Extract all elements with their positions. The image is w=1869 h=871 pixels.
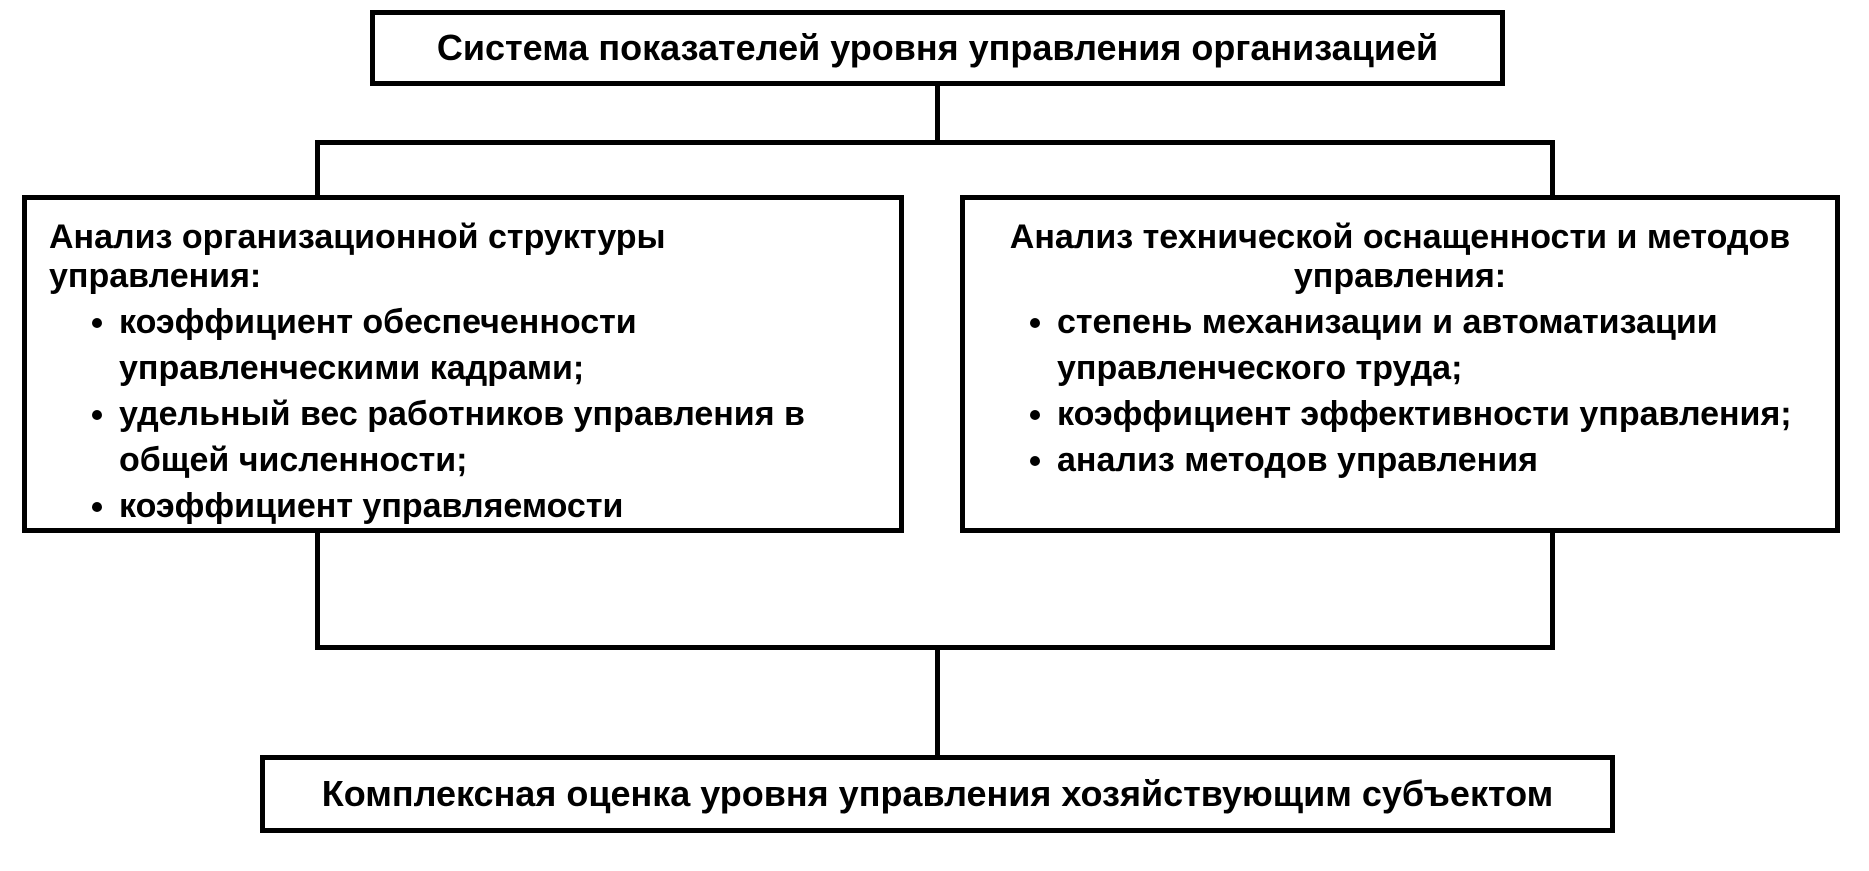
- left-bullet-0: коэффициент обеспеченности управленчески…: [119, 300, 877, 392]
- right-bullet-2: анализ методов управления: [1057, 438, 1813, 484]
- right-bullet-0: степень механизации и автоматизации упра…: [1057, 300, 1813, 392]
- bottom-box-title: Комплексная оценка уровня управления хоз…: [265, 773, 1610, 815]
- connector-top-v-l: [315, 140, 320, 195]
- left-box-heading: Анализ организационной структуры управле…: [49, 218, 877, 296]
- connector-bot-v-l: [315, 533, 320, 645]
- top-box: Система показателей уровня управления ор…: [370, 10, 1505, 86]
- left-bullet-1: удельный вес работников управления в общ…: [119, 392, 877, 484]
- left-bullet-2: коэффициент управляемости: [119, 484, 877, 530]
- left-box-bullets: коэффициент обеспеченности управленчески…: [49, 300, 877, 529]
- right-box: Анализ технической оснащенности и методо…: [960, 195, 1840, 533]
- connector-bot-v: [935, 645, 940, 755]
- top-box-title: Система показателей уровня управления ор…: [375, 27, 1500, 69]
- right-box-heading: Анализ технической оснащенности и методо…: [987, 218, 1813, 296]
- right-box-bullets: степень механизации и автоматизации упра…: [987, 300, 1813, 484]
- right-bullet-1: коэффициент эффективности управления;: [1057, 392, 1813, 438]
- connector-top-v-r: [1550, 140, 1555, 195]
- connector-bot-v-r: [1550, 533, 1555, 645]
- connector-top-v: [935, 86, 940, 140]
- connector-top-h: [315, 140, 1555, 145]
- bottom-box: Комплексная оценка уровня управления хоз…: [260, 755, 1615, 833]
- left-box: Анализ организационной структуры управле…: [22, 195, 904, 533]
